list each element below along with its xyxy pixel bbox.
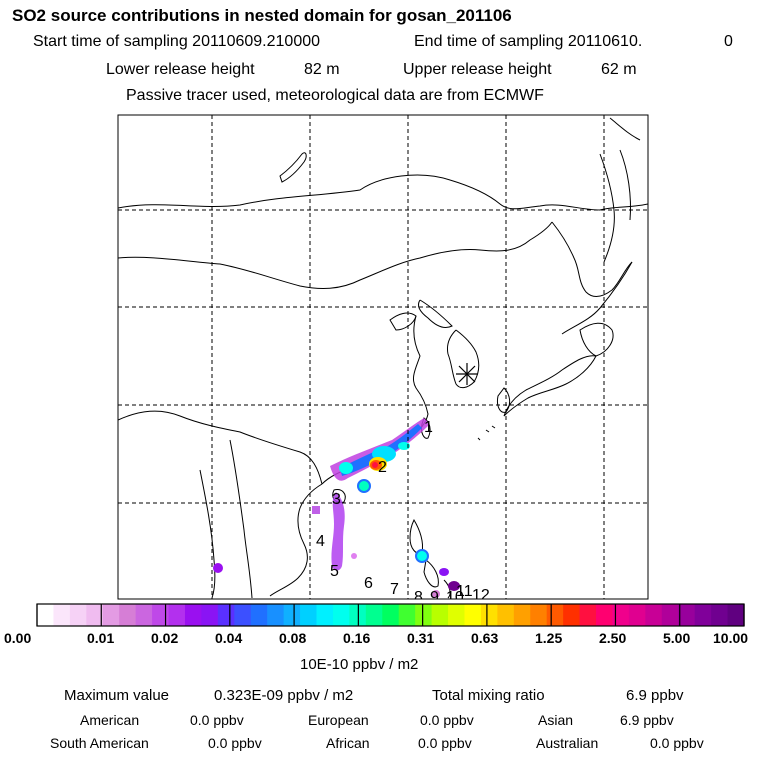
coastlines (118, 117, 648, 599)
region-value-south-american: 0.0 ppbv (208, 735, 262, 751)
color-scale-swatch (415, 604, 433, 626)
start-time-label: Start time of sampling 20110609.210000 (33, 33, 321, 50)
total-mixing-label: Total mixing ratio (432, 687, 545, 704)
color-scale-swatch (431, 604, 449, 626)
scale-tick-label: 0.16 (343, 630, 371, 646)
color-scale-swatch (365, 604, 383, 626)
color-scale-swatch (678, 604, 696, 626)
region-label-1: 1 (424, 419, 433, 436)
total-mixing-value: 6.9 ppbv (626, 687, 684, 704)
color-scale-swatch (480, 604, 498, 626)
lower-release-label: Lower release height (106, 61, 255, 78)
scale-tick-label: 10.00 (713, 630, 749, 646)
color-scale-swatch (86, 604, 104, 626)
max-value: 0.323E-09 ppbv / m2 (214, 687, 354, 704)
color-scale-swatch (497, 604, 515, 626)
tracer-note: Passive tracer used, meteorological data… (126, 87, 544, 104)
map-grid (118, 115, 648, 599)
color-scale-swatch (464, 604, 482, 626)
region-name-australian: Australian (536, 735, 599, 751)
star-marker (456, 363, 478, 385)
color-scale-swatch (152, 604, 170, 626)
region-value-african: 0.0 ppbv (418, 735, 472, 751)
region-label-2: 2 (378, 459, 387, 476)
color-scale-swatch (546, 604, 564, 626)
color-scale-swatch (217, 604, 235, 626)
end-time-suffix: 0 (724, 33, 733, 50)
color-scale-swatch (382, 604, 400, 626)
upper-release-label: Upper release height (403, 61, 552, 78)
region-label-5: 5 (330, 563, 339, 580)
scale-tick-label: 5.00 (663, 630, 691, 646)
region-label-8: 8 (414, 589, 423, 606)
color-scale-unit: 10E-10 ppbv / m2 (300, 656, 419, 673)
color-scale-swatch (711, 604, 729, 626)
region-label-9: 9 (430, 589, 439, 606)
color-scale-swatch (53, 604, 71, 626)
color-scale-swatch (250, 604, 268, 626)
color-scale-swatch (579, 604, 597, 626)
color-scale-swatch (37, 604, 55, 626)
region-name-european: European (308, 712, 369, 728)
scale-tick-label: 0.01 (87, 630, 115, 646)
region-value-asian: 6.9 ppbv (620, 712, 674, 728)
end-time-label: End time of sampling 20110610. (414, 33, 643, 50)
color-scale-swatch (168, 604, 186, 626)
color-scale-swatch (102, 604, 120, 626)
color-scale-swatch (645, 604, 663, 626)
color-scale-swatch (119, 604, 137, 626)
color-scale-swatch (727, 604, 745, 626)
region-name-south-american: South American (50, 735, 149, 751)
scale-tick-label: 0.04 (215, 630, 243, 646)
region-label-6: 6 (364, 575, 373, 592)
color-scale-swatch (513, 604, 531, 626)
region-label-7: 7 (390, 581, 399, 598)
map-frame (117, 114, 649, 600)
color-scale-swatch (234, 604, 252, 626)
region-label-3: 3 (332, 491, 341, 508)
max-value-label: Maximum value (64, 687, 170, 704)
color-scale-swatch (448, 604, 466, 626)
color-scale-bar (37, 604, 745, 626)
lower-release-value: 82 m (304, 61, 340, 78)
region-name-african: African (326, 735, 370, 751)
color-scale-swatch (530, 604, 548, 626)
color-scale-swatch (201, 604, 219, 626)
color-scale-swatch (628, 604, 646, 626)
region-label-4: 4 (316, 533, 325, 550)
region-value-european: 0.0 ppbv (420, 712, 474, 728)
scale-tick-label: 2.50 (599, 630, 627, 646)
upper-release-value: 62 m (601, 61, 637, 78)
scale-tick-label: 1.25 (535, 630, 563, 646)
scale-tick-label: 0.08 (279, 630, 307, 646)
scale-tick-label: 0.00 (4, 630, 32, 646)
region-label-10: 10 (446, 589, 464, 606)
color-scale-swatch (184, 604, 203, 626)
color-scale-swatch (316, 604, 334, 626)
region-value-american: 0.0 ppbv (190, 712, 244, 728)
color-scale-swatch (267, 604, 285, 626)
color-scale-swatch (332, 604, 350, 626)
color-scale-swatch (300, 604, 318, 626)
color-scale-swatch (69, 604, 87, 626)
color-scale-swatch (135, 604, 153, 626)
color-scale-swatch (612, 604, 630, 626)
map-title: SO2 source contributions in nested domai… (12, 6, 512, 25)
scale-tick-label: 0.63 (471, 630, 499, 646)
region-name-american: American (80, 712, 140, 728)
scale-tick-label: 0.02 (151, 630, 179, 646)
color-scale-swatch (283, 604, 301, 626)
so2-plume (213, 418, 460, 598)
scale-tick-label: 0.31 (407, 630, 435, 646)
region-value-australian: 0.0 ppbv (650, 735, 704, 751)
color-scale-swatch (398, 604, 416, 626)
region-name-asian: Asian (538, 712, 574, 728)
region-label-12: 12 (472, 587, 490, 604)
color-scale-swatch (563, 604, 581, 626)
color-scale-swatch (694, 604, 712, 626)
region-label-11: 11 (456, 583, 473, 600)
color-scale-swatch (661, 604, 679, 626)
color-scale-swatch (596, 604, 614, 626)
